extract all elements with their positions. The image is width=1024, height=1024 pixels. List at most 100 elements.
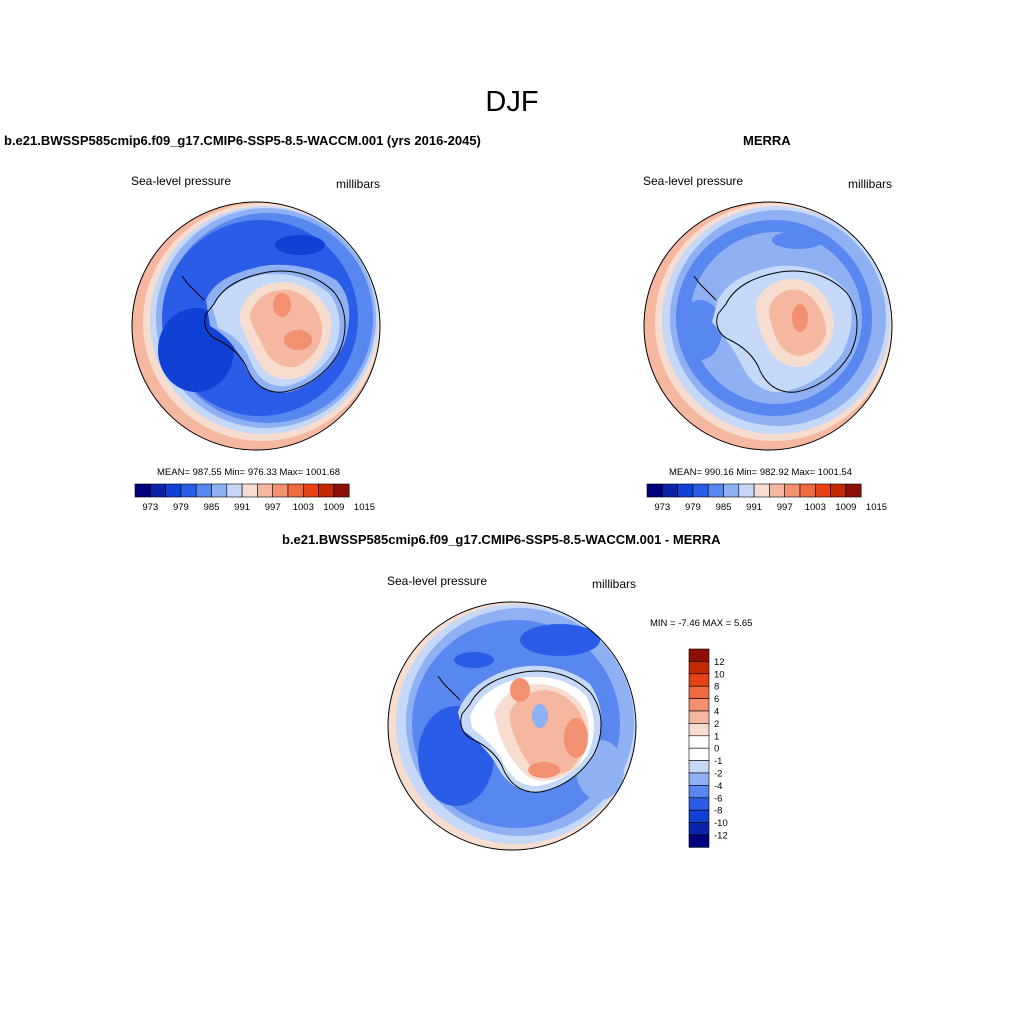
colorbar-diff-box-2 bbox=[688, 673, 710, 687]
colorbar-diff-tick-label-12: -8 bbox=[714, 806, 722, 817]
panel-title-diff: b.e21.BWSSP585cmip6.f09_g17.CMIP6-SSP5-8… bbox=[282, 532, 721, 547]
continent-higher-north bbox=[510, 678, 530, 702]
colorbar-model-tick-label-2: 985 bbox=[204, 502, 220, 513]
colorbar-diff-box-5 bbox=[688, 710, 710, 724]
colorbar-diff-box-1 bbox=[688, 661, 710, 675]
trough-west bbox=[678, 300, 722, 360]
colorbar-model-box-3 bbox=[180, 483, 197, 498]
colorbar-obs-tick-label-1: 979 bbox=[685, 502, 701, 513]
colorbar-diff-tick-label-9: -2 bbox=[714, 769, 722, 780]
colorbar-diff-box-15 bbox=[688, 834, 710, 848]
colorbar-diff-box-9 bbox=[688, 760, 710, 774]
colorbar-diff-box-0 bbox=[688, 648, 710, 662]
colorbar-diff-tick-label-11: -6 bbox=[714, 793, 722, 804]
colorbar-model-box-5 bbox=[211, 483, 228, 498]
colorbar-obs-box-2 bbox=[677, 483, 694, 498]
colorbar-diff-box-13 bbox=[688, 809, 710, 823]
stats-obs: MEAN= 990.16 Min= 982.92 Max= 1001.54 bbox=[669, 467, 852, 478]
colorbar-obs-box-9 bbox=[784, 483, 801, 498]
colorbar-obs-box-1 bbox=[661, 483, 678, 498]
continent-negative bbox=[532, 704, 548, 728]
colorbar-diff-tick-label-0: 12 bbox=[714, 657, 725, 668]
colorbar-diff-tick-label-8: -1 bbox=[714, 756, 722, 767]
map-diff bbox=[388, 602, 636, 850]
stats-diff: MIN = -7.46 MAX = 5.65 bbox=[650, 618, 753, 629]
colorbar-obs-box-7 bbox=[753, 483, 770, 498]
map-border-obs bbox=[643, 201, 893, 451]
colorbar-model-tick-label-0: 973 bbox=[142, 502, 158, 513]
colorbar-diff-box-6 bbox=[688, 723, 710, 737]
continent-higher bbox=[792, 304, 808, 332]
units-label-obs: millibars bbox=[848, 177, 893, 191]
continent-higher-n bbox=[273, 293, 291, 317]
colorbar-obs-box-3 bbox=[692, 483, 709, 498]
colorbar-obs-tick-label-2: 985 bbox=[716, 502, 732, 513]
colorbar-diff-box-4 bbox=[688, 698, 710, 712]
colorbar-obs-box-13 bbox=[845, 483, 862, 498]
colorbar-obs-tick-label-5: 1003 bbox=[805, 502, 826, 513]
colorbar-obs-tick-label-7: 1015 bbox=[866, 502, 887, 513]
colorbar-obs-box-6 bbox=[738, 483, 755, 498]
colorbar-model-box-4 bbox=[195, 483, 212, 498]
map-border-model bbox=[131, 201, 381, 451]
colorbar-obs: 973 979 985 991 997 1003 1009 1015 bbox=[646, 483, 887, 513]
colorbar-obs-box-8 bbox=[769, 483, 786, 498]
colorbar-diff-box-14 bbox=[688, 822, 710, 836]
colorbar-model-box-12 bbox=[318, 483, 335, 498]
trough-ne bbox=[772, 231, 824, 249]
colorbar-obs-box-12 bbox=[830, 483, 847, 498]
colorbar-diff-box-12 bbox=[688, 797, 710, 811]
trough-north bbox=[520, 624, 600, 656]
coastline bbox=[437, 670, 602, 793]
colorbar-diff-box-11 bbox=[688, 785, 710, 799]
colorbar-model-box-9 bbox=[272, 483, 289, 498]
colorbar-diff-box-3 bbox=[688, 685, 710, 699]
colorbar-model-box-13 bbox=[333, 483, 350, 498]
variable-label-obs: Sea-level pressure bbox=[643, 174, 744, 188]
colorbar-model-tick-label-6: 1009 bbox=[323, 502, 344, 513]
colorbar-model-tick-label-7: 1015 bbox=[354, 502, 375, 513]
colorbar-obs-tick-label-3: 991 bbox=[746, 502, 762, 513]
continent-higher-east bbox=[564, 718, 588, 758]
continent-high bbox=[510, 690, 586, 775]
colorbar-diff-tick-label-14: -12 bbox=[714, 831, 728, 842]
colorbar-diff-tick-label-6: 1 bbox=[714, 731, 719, 742]
colorbar-obs-box-5 bbox=[723, 483, 740, 498]
map-model bbox=[132, 202, 380, 450]
panel-title-obs: MERRA bbox=[743, 133, 791, 148]
coastline bbox=[693, 270, 858, 393]
colorbar-diff-tick-label-4: 4 bbox=[714, 707, 719, 718]
colorbar-model-box-7 bbox=[241, 483, 258, 498]
colorbar-model-box-0 bbox=[134, 483, 151, 498]
colorbar-model-box-1 bbox=[150, 483, 166, 498]
continent-higher-south bbox=[528, 762, 560, 778]
colorbar-model-box-2 bbox=[165, 483, 182, 498]
variable-label-model: Sea-level pressure bbox=[131, 174, 232, 188]
colorbar-model-tick-label-5: 1003 bbox=[293, 502, 314, 513]
map-obs bbox=[644, 202, 892, 450]
units-label-diff: millibars bbox=[592, 577, 637, 591]
colorbar-diff-tick-label-13: -10 bbox=[714, 818, 728, 829]
colorbar-obs-box-11 bbox=[814, 483, 831, 498]
figure-title: DJF bbox=[485, 86, 539, 118]
colorbar-model-box-6 bbox=[226, 483, 243, 498]
colorbar-model-box-8 bbox=[257, 483, 273, 498]
colorbar-obs-tick-label-0: 973 bbox=[654, 502, 670, 513]
map-border-diff bbox=[387, 601, 637, 851]
colorbar-model: 973 979 985 991 997 1003 1009 1015 bbox=[134, 483, 375, 513]
colorbar-obs-box-4 bbox=[707, 483, 724, 498]
colorbar-obs-box-10 bbox=[799, 483, 816, 498]
colorbar-diff-box-7 bbox=[688, 735, 710, 749]
trough-mid-ne bbox=[275, 235, 325, 255]
stats-model: MEAN= 987.55 Min= 976.33 Max= 1001.68 bbox=[157, 467, 340, 478]
colorbar-model-box-11 bbox=[302, 483, 319, 498]
colorbar-model-tick-label-3: 991 bbox=[234, 502, 250, 513]
colorbar-model-box-10 bbox=[287, 483, 304, 498]
continent-higher bbox=[284, 330, 312, 350]
colorbar-diff-tick-label-5: 2 bbox=[714, 719, 719, 730]
colorbar-diff-tick-label-10: -4 bbox=[714, 781, 722, 792]
coastline bbox=[181, 270, 346, 393]
panel-title-model: b.e21.BWSSP585cmip6.f09_g17.CMIP6-SSP5-8… bbox=[4, 133, 481, 148]
colorbar-diff-tick-label-2: 8 bbox=[714, 682, 719, 693]
